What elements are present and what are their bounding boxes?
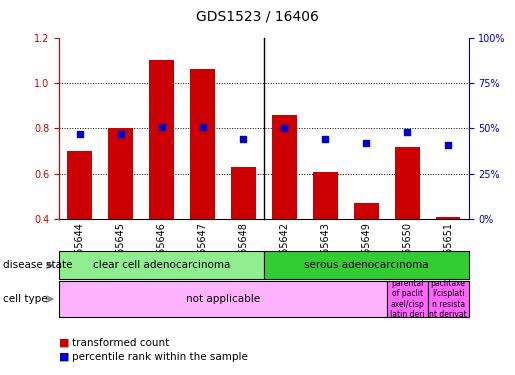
Text: GDS1523 / 16406: GDS1523 / 16406	[196, 9, 319, 23]
Bar	[313, 172, 338, 219]
Bar	[149, 60, 174, 219]
Text: ■: ■	[59, 338, 70, 348]
Point	[280, 126, 288, 132]
Bar	[427, 281, 469, 317]
Text: percentile rank within the sample: percentile rank within the sample	[72, 352, 248, 362]
Bar	[59, 251, 264, 279]
Text: cell type: cell type	[3, 294, 47, 304]
Point	[116, 131, 125, 137]
Text: ■: ■	[59, 352, 70, 362]
Text: parental
of paclit
axel/cisp
latin deri: parental of paclit axel/cisp latin deri	[390, 279, 424, 319]
Point	[158, 124, 166, 130]
Text: serous adenocarcinoma: serous adenocarcinoma	[304, 260, 428, 270]
Point	[239, 136, 248, 142]
Text: paclitaxe
l/cisplati
n resista
nt derivat: paclitaxe l/cisplati n resista nt deriva…	[430, 279, 467, 319]
Bar	[272, 115, 297, 219]
Bar	[59, 281, 387, 317]
Text: disease state: disease state	[3, 260, 72, 270]
Bar	[264, 251, 469, 279]
Bar	[231, 167, 256, 219]
Bar	[395, 147, 420, 219]
Point	[444, 142, 452, 148]
Bar	[354, 204, 379, 219]
Text: transformed count: transformed count	[72, 338, 169, 348]
Bar	[67, 151, 92, 219]
Point	[198, 124, 207, 130]
Bar	[190, 69, 215, 219]
Text: not applicable: not applicable	[186, 294, 260, 304]
Bar	[108, 128, 133, 219]
Point	[76, 131, 84, 137]
Point	[362, 140, 370, 146]
Point	[321, 136, 330, 142]
Text: clear cell adenocarcinoma: clear cell adenocarcinoma	[93, 260, 230, 270]
Bar	[436, 217, 460, 219]
Bar	[387, 281, 427, 317]
Point	[403, 129, 411, 135]
